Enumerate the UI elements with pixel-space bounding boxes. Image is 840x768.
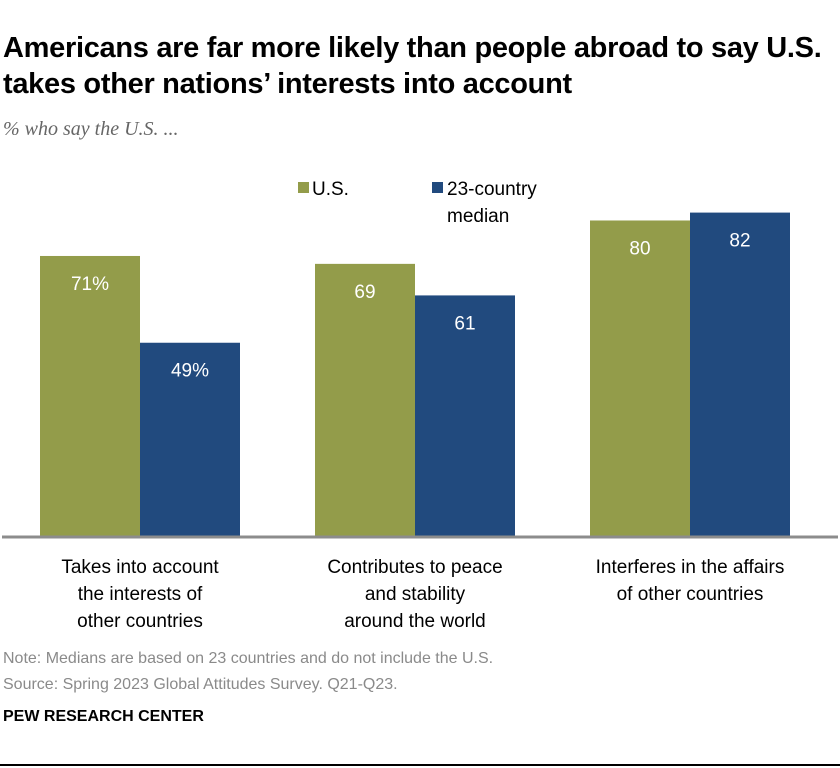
category-label: Contributes to peace	[327, 557, 502, 578]
chart-subtitle: % who say the U.S. ...	[3, 118, 179, 140]
category-label: other countries	[77, 611, 203, 632]
bar-chart: 71% 69 80 49% 61 82 Takes into account the inte…	[2, 179, 838, 632]
data-label: 82	[729, 231, 750, 252]
data-label: 71%	[71, 274, 109, 295]
bar	[590, 220, 690, 537]
data-label: 61	[454, 313, 475, 334]
bar	[40, 255, 140, 536]
pew-logo-text: PEW RESEARCH CENTER	[3, 708, 204, 725]
chart-title: Americans are far more likely than peopl…	[3, 32, 822, 100]
legend-swatch-us	[298, 182, 309, 193]
category-label: the interests of	[78, 584, 203, 605]
bar	[415, 295, 515, 536]
legend-label: U.S.	[312, 179, 349, 200]
category-label: Interferes in the affairs	[596, 557, 785, 578]
data-label: 69	[354, 282, 375, 303]
category-label: of other countries	[617, 584, 764, 605]
bar	[315, 263, 415, 536]
bottom-rule	[0, 764, 840, 766]
data-label: 49%	[171, 361, 209, 382]
category-label: Takes into account	[61, 557, 219, 578]
legend-swatch-median	[432, 182, 443, 193]
note: Note: Medians are based on 23 countries …	[3, 650, 494, 667]
bar	[690, 212, 790, 537]
source: Source: Spring 2023 Global Attitudes Sur…	[3, 676, 398, 693]
legend-label: median	[447, 206, 509, 227]
category-label: and stability	[365, 584, 466, 605]
legend-label: 23-country	[447, 179, 537, 200]
bar	[140, 342, 240, 536]
category-label: around the world	[344, 611, 486, 632]
data-label: 80	[629, 238, 650, 259]
